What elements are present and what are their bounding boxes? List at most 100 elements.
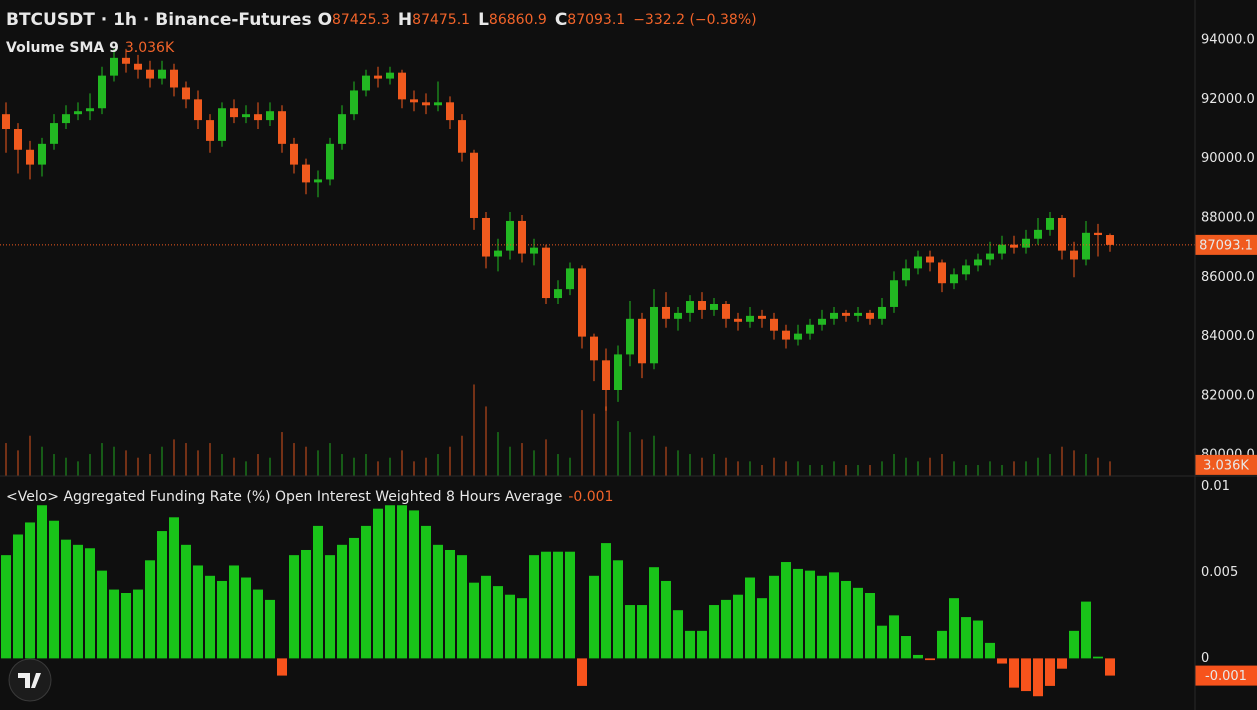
- volume-bar: [893, 454, 895, 476]
- funding-bar: [745, 577, 755, 659]
- indicator-value: -0.001: [568, 489, 613, 505]
- funding-bar: [13, 534, 23, 659]
- funding-bar: [877, 625, 887, 659]
- volume-bar: [497, 432, 499, 476]
- volume-bar: [1025, 461, 1027, 476]
- volume-bar: [1049, 454, 1051, 476]
- funding-bar: [841, 580, 851, 659]
- candle-body: [386, 72, 394, 79]
- funding-bar: [73, 544, 83, 659]
- funding-bar: [697, 630, 707, 659]
- volume-bar: [185, 443, 187, 476]
- funding-bar: [241, 577, 251, 659]
- candle-body: [734, 318, 742, 322]
- funding-bar: [889, 615, 899, 659]
- volume-bar: [869, 465, 871, 476]
- funding-bar: [1105, 658, 1115, 676]
- funding-bar: [409, 510, 419, 659]
- funding-bar: [205, 575, 215, 659]
- volume-bar: [605, 406, 607, 476]
- candle-body: [266, 111, 274, 121]
- candle-body: [638, 318, 646, 364]
- y-tick-label: 88000.0: [1201, 210, 1255, 225]
- change-text: −332.2 (−0.38%): [633, 12, 756, 28]
- candle-body: [914, 256, 922, 269]
- volume-bar: [1037, 457, 1039, 476]
- volume-bar: [269, 457, 271, 476]
- volume-bar: [833, 461, 835, 476]
- candle-body: [134, 63, 142, 70]
- volume-bar: [809, 465, 811, 476]
- logo[interactable]: [8, 658, 52, 702]
- volume-bar: [353, 457, 355, 476]
- funding-bar: [1009, 658, 1019, 688]
- funding-bar: [145, 560, 155, 659]
- volume-bar: [5, 443, 7, 476]
- volume-bar: [437, 454, 439, 476]
- funding-bar: [1045, 658, 1055, 686]
- volume-sma-tag: [1195, 454, 1257, 475]
- funding-bar: [793, 568, 803, 659]
- volume-bar: [425, 457, 427, 476]
- funding-bar: [421, 525, 431, 659]
- volume-bar: [617, 421, 619, 476]
- candle-body: [398, 72, 406, 100]
- candle-body: [326, 143, 334, 180]
- funding-bar: [973, 620, 983, 659]
- candle-body: [314, 179, 322, 183]
- funding-bar: [193, 565, 203, 659]
- volume-bar: [725, 457, 727, 476]
- candle-body: [254, 114, 262, 121]
- volume-bar: [1109, 461, 1111, 476]
- candle-body: [1022, 238, 1030, 248]
- funding-bar: [937, 630, 947, 659]
- last-price-label: 87093.1: [1199, 238, 1253, 253]
- funding-bar: [949, 598, 959, 659]
- candle-body: [878, 306, 886, 319]
- candle-body: [926, 256, 934, 263]
- candle-body: [446, 102, 454, 121]
- candle-body: [578, 268, 586, 337]
- funding-bar: [517, 598, 527, 659]
- funding-bar: [673, 610, 683, 659]
- funding-bar: [1033, 658, 1043, 697]
- candle-body: [230, 108, 238, 118]
- volume-bar: [209, 443, 211, 476]
- funding-bar: [685, 630, 695, 659]
- volume-bar: [89, 454, 91, 476]
- candle-body: [170, 69, 178, 88]
- y-tick-label: 82000.0: [1201, 388, 1255, 403]
- volume-bar: [149, 454, 151, 476]
- last-value-tag: [1195, 665, 1257, 686]
- funding-bar: [961, 617, 971, 659]
- candle-body: [902, 268, 910, 281]
- volume-bar: [929, 457, 931, 476]
- volume-bar: [329, 443, 331, 476]
- candle-body: [146, 69, 154, 79]
- funding-bar: [805, 570, 815, 659]
- candle-body: [686, 301, 694, 313]
- y-tick-label: 92000.0: [1201, 92, 1255, 107]
- funding-bar: [313, 525, 323, 659]
- volume-bar: [41, 446, 43, 476]
- candle-body: [26, 149, 34, 165]
- funding-bar: [361, 525, 371, 659]
- volume-bar: [965, 465, 967, 476]
- funding-bar: [733, 594, 743, 659]
- volume-bar: [953, 461, 955, 476]
- volume-bar: [533, 450, 535, 476]
- funding-bar: [457, 555, 467, 659]
- funding-bar: [901, 636, 911, 659]
- candle-body: [1082, 232, 1090, 260]
- volume-bar: [389, 457, 391, 476]
- funding-bar: [553, 551, 563, 659]
- volume-bar: [305, 446, 307, 476]
- funding-bar: [1, 555, 11, 659]
- candle-body: [14, 129, 22, 150]
- volume-bar: [233, 457, 235, 476]
- ohlc-value: 87093.1: [567, 12, 625, 28]
- candle-body: [650, 306, 658, 364]
- volume-name: Volume SMA 9: [6, 40, 119, 56]
- volume-bar: [737, 461, 739, 476]
- volume-bar: [461, 435, 463, 476]
